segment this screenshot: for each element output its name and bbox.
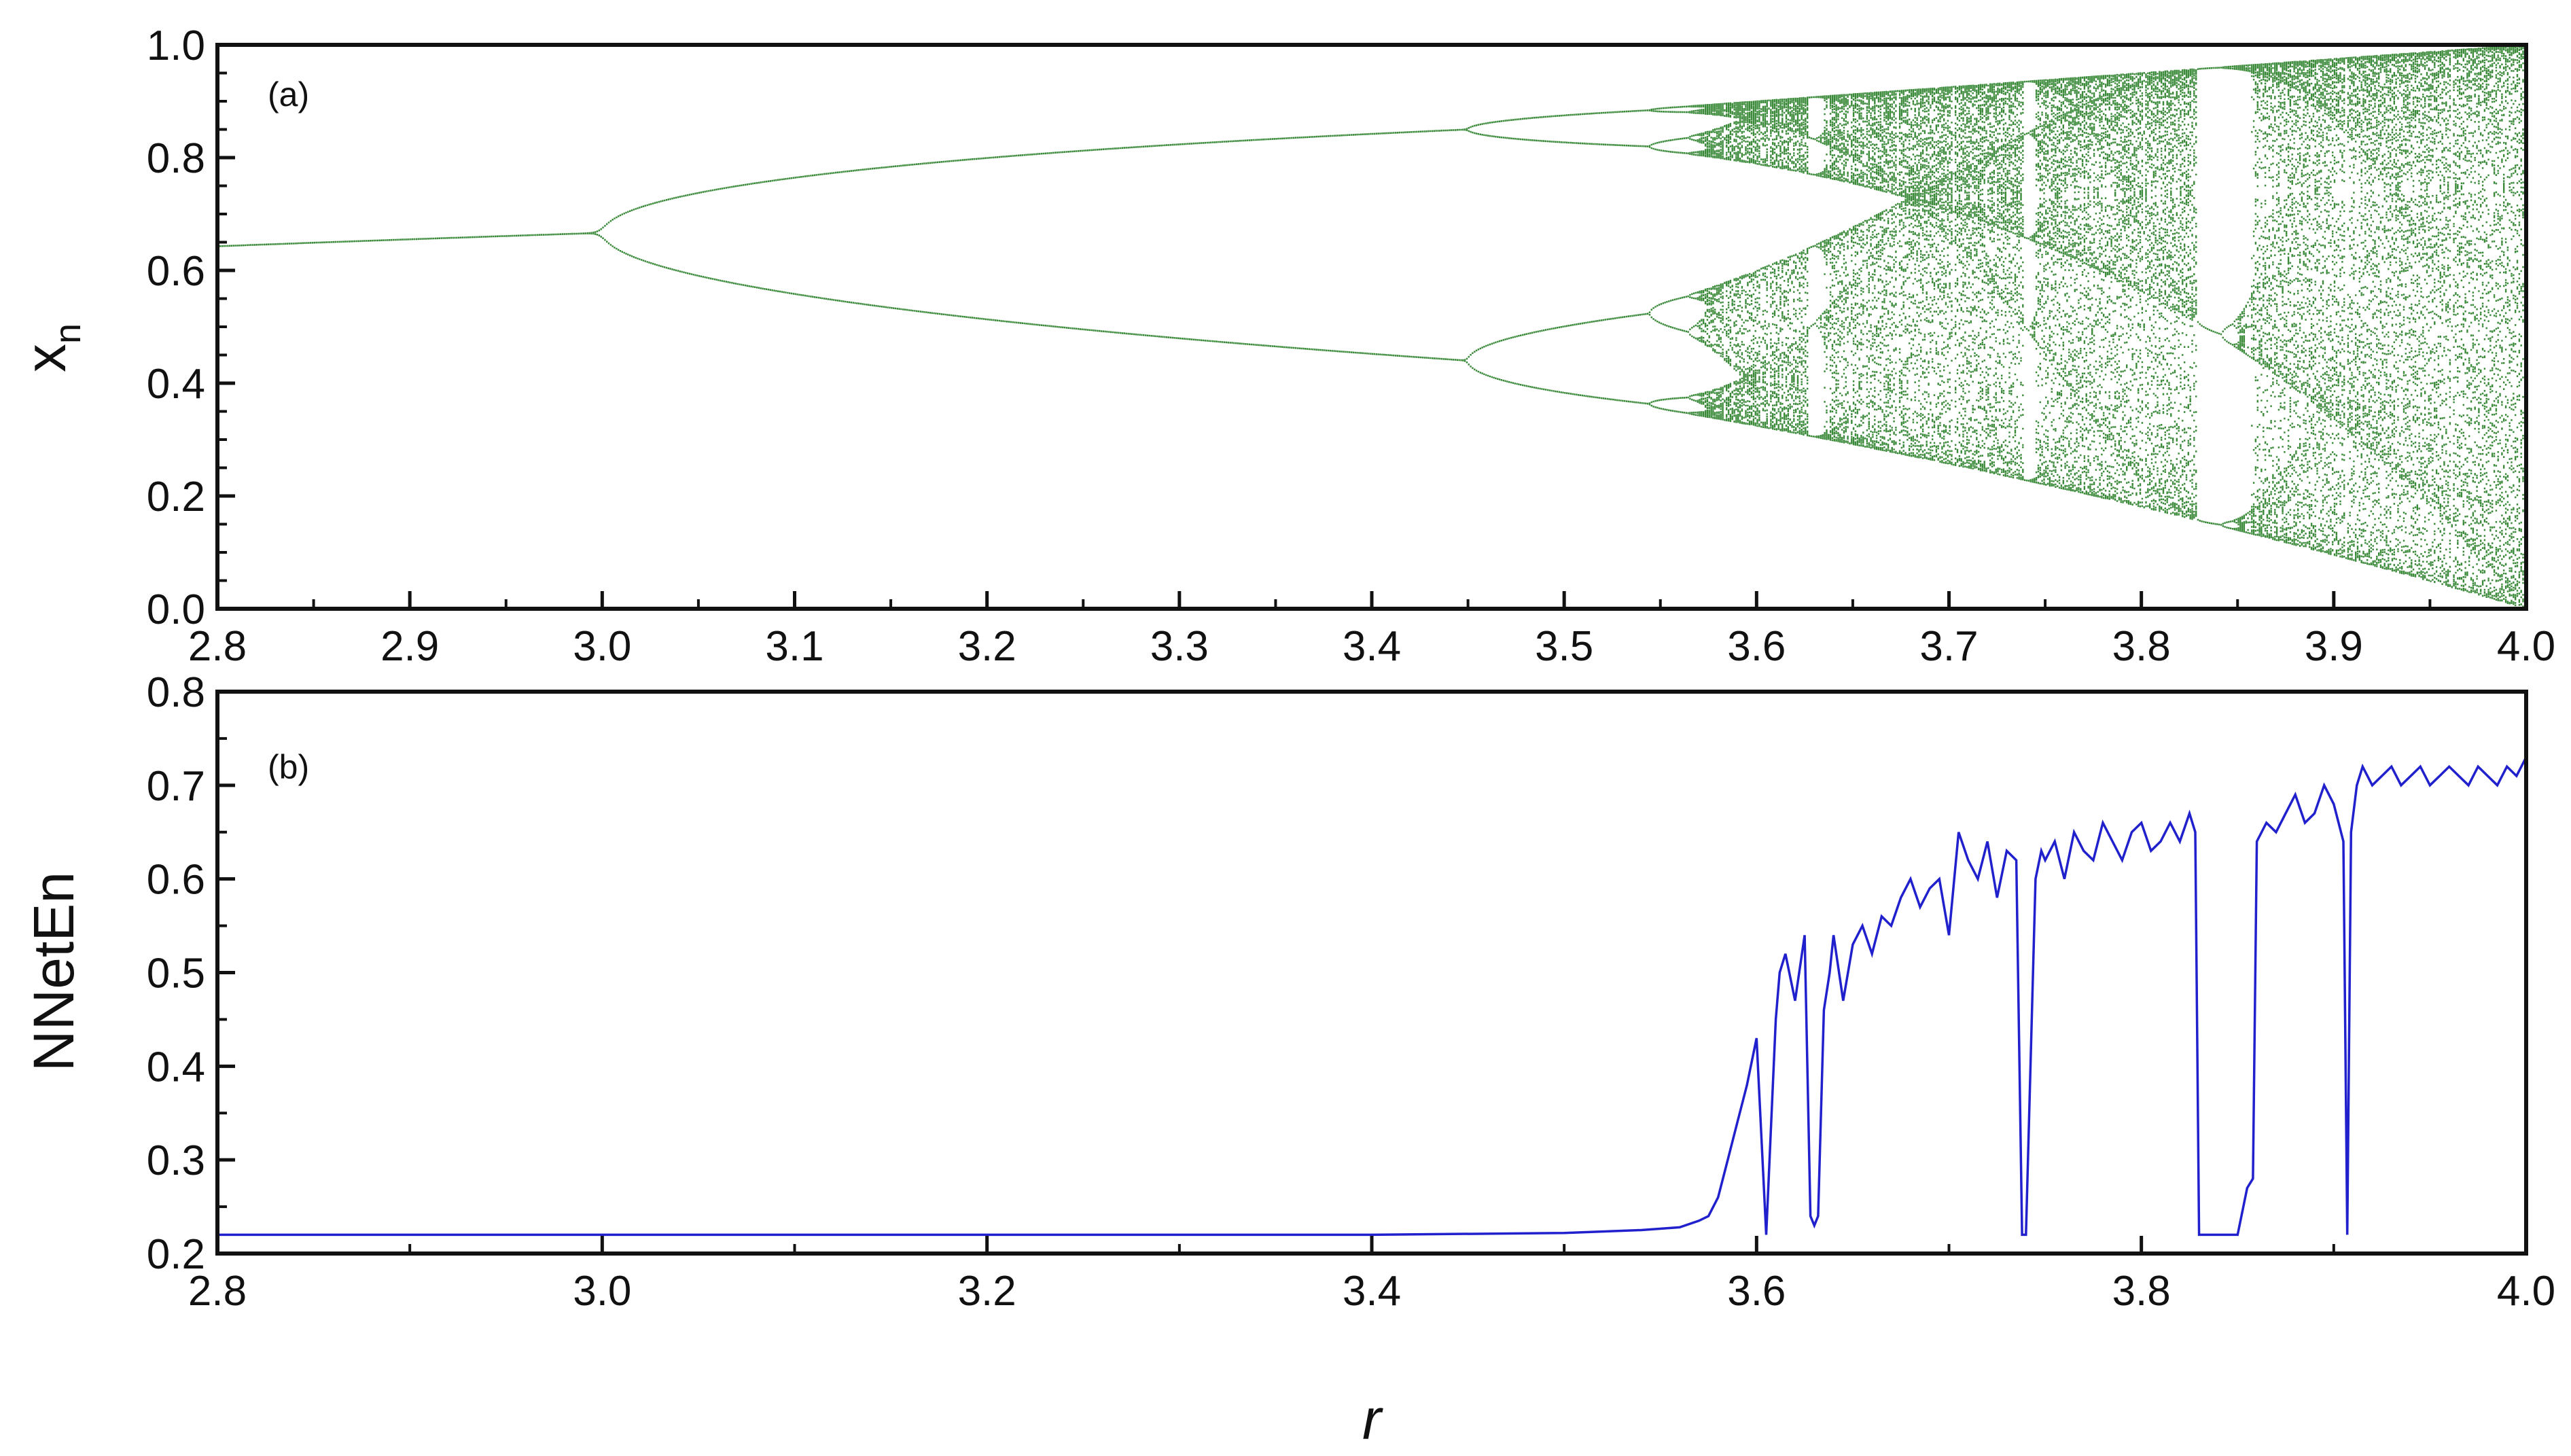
panel-b-y-tick-label: 0.2	[147, 1231, 205, 1278]
panel-b-plot-frame	[215, 690, 2528, 1256]
panel-b-x-tick-label: 3.4	[1343, 1268, 1401, 1315]
panel-b-x-axis-title: r	[1362, 1387, 1383, 1451]
panel-b-x-tick-label: 3.6	[1727, 1268, 1786, 1315]
panel-a-x-tick-label: 3.0	[573, 623, 631, 670]
panel-a-y-tick-label: 0.4	[147, 361, 205, 408]
panel-b-y-tick-label: 0.5	[147, 951, 205, 997]
panel-a-x-tick-label: 4.0	[2497, 623, 2555, 670]
panel-a-label: (a)	[268, 75, 309, 113]
panel-b-y-tick-label: 0.6	[147, 857, 205, 904]
panel-b-y-tick-label: 0.3	[147, 1137, 205, 1184]
panel-b-nnetEn: 2.8 3.0 3.2 3.4 3.6 3.8 4.0 0.2 0.3 0.4 0.5 0.6 0.7 0…	[22, 669, 2555, 1451]
panel-b-x-tick-label: 3.0	[573, 1268, 631, 1315]
panel-a-x-tick-label: 3.1	[765, 623, 823, 670]
panel-a-x-tick-label: 2.9	[380, 623, 439, 670]
nnetEn-series-line	[217, 756, 2528, 1237]
panel-a-y-axis-title-subscript: n	[48, 323, 88, 344]
panel-a-y-axis-title-main: x	[14, 344, 77, 372]
panel-a-plot-frame	[215, 43, 2528, 611]
panel-a-x-tick-label: 3.6	[1727, 623, 1786, 670]
panel-b-label: (b)	[268, 748, 309, 786]
panel-b-x-tick-label: 3.2	[958, 1268, 1016, 1315]
panel-a-x-tick-label: 3.4	[1343, 623, 1401, 670]
panel-a-x-tick-label: 3.2	[958, 623, 1016, 670]
panel-a-x-tick-label: 2.8	[188, 623, 247, 670]
panel-a-x-tick-label: 3.8	[2112, 623, 2171, 670]
panel-a-x-tick-label: 3.3	[1150, 623, 1209, 670]
panel-a-bifurcation: 2.8 2.9 3.0 3.1 3.2 3.3 3.4 3.5 3.6 3.7 3.8 3.9 4.0 0…	[14, 22, 2555, 670]
panel-a-x-tick-label: 3.5	[1535, 623, 1593, 670]
panel-a-y-tick-label: 0.2	[147, 474, 205, 520]
panel-b-x-tick-label: 4.0	[2497, 1268, 2555, 1315]
panel-a-y-tick-label: 0.8	[147, 135, 205, 182]
bifurcation-points	[217, 43, 2528, 610]
panel-a-y-axis-title: xn	[14, 323, 88, 372]
panel-a-y-tick-label: 0.6	[147, 248, 205, 295]
panel-b-y-axis-title: NNetEn	[22, 872, 86, 1071]
panel-b-y-tick-label: 0.4	[147, 1044, 205, 1090]
panel-b-x-tick-label: 2.8	[188, 1268, 247, 1315]
panel-b-y-tick-label: 0.8	[147, 669, 205, 716]
bifurcation-attractor	[217, 43, 2528, 610]
panel-a-x-tick-label: 3.9	[2305, 623, 2363, 670]
panel-b-x-tick-label: 3.8	[2112, 1268, 2171, 1315]
panel-a-x-tick-label: 3.7	[1919, 623, 1978, 670]
panel-b-y-tick-label: 0.7	[147, 763, 205, 810]
panel-a-y-tick-label: 0.0	[147, 586, 205, 633]
panel-a-axes: 2.8 2.9 3.0 3.1 3.2 3.3 3.4 3.5 3.6 3.7 3.8 3.9 4.0 0…	[147, 22, 2555, 670]
panel-a-y-tick-label: 1.0	[147, 22, 205, 69]
panel-b-axes: 2.8 3.0 3.2 3.4 3.6 3.8 4.0 0.2 0.3 0.4 0.5 0.6 0.7 0…	[147, 669, 2555, 1315]
